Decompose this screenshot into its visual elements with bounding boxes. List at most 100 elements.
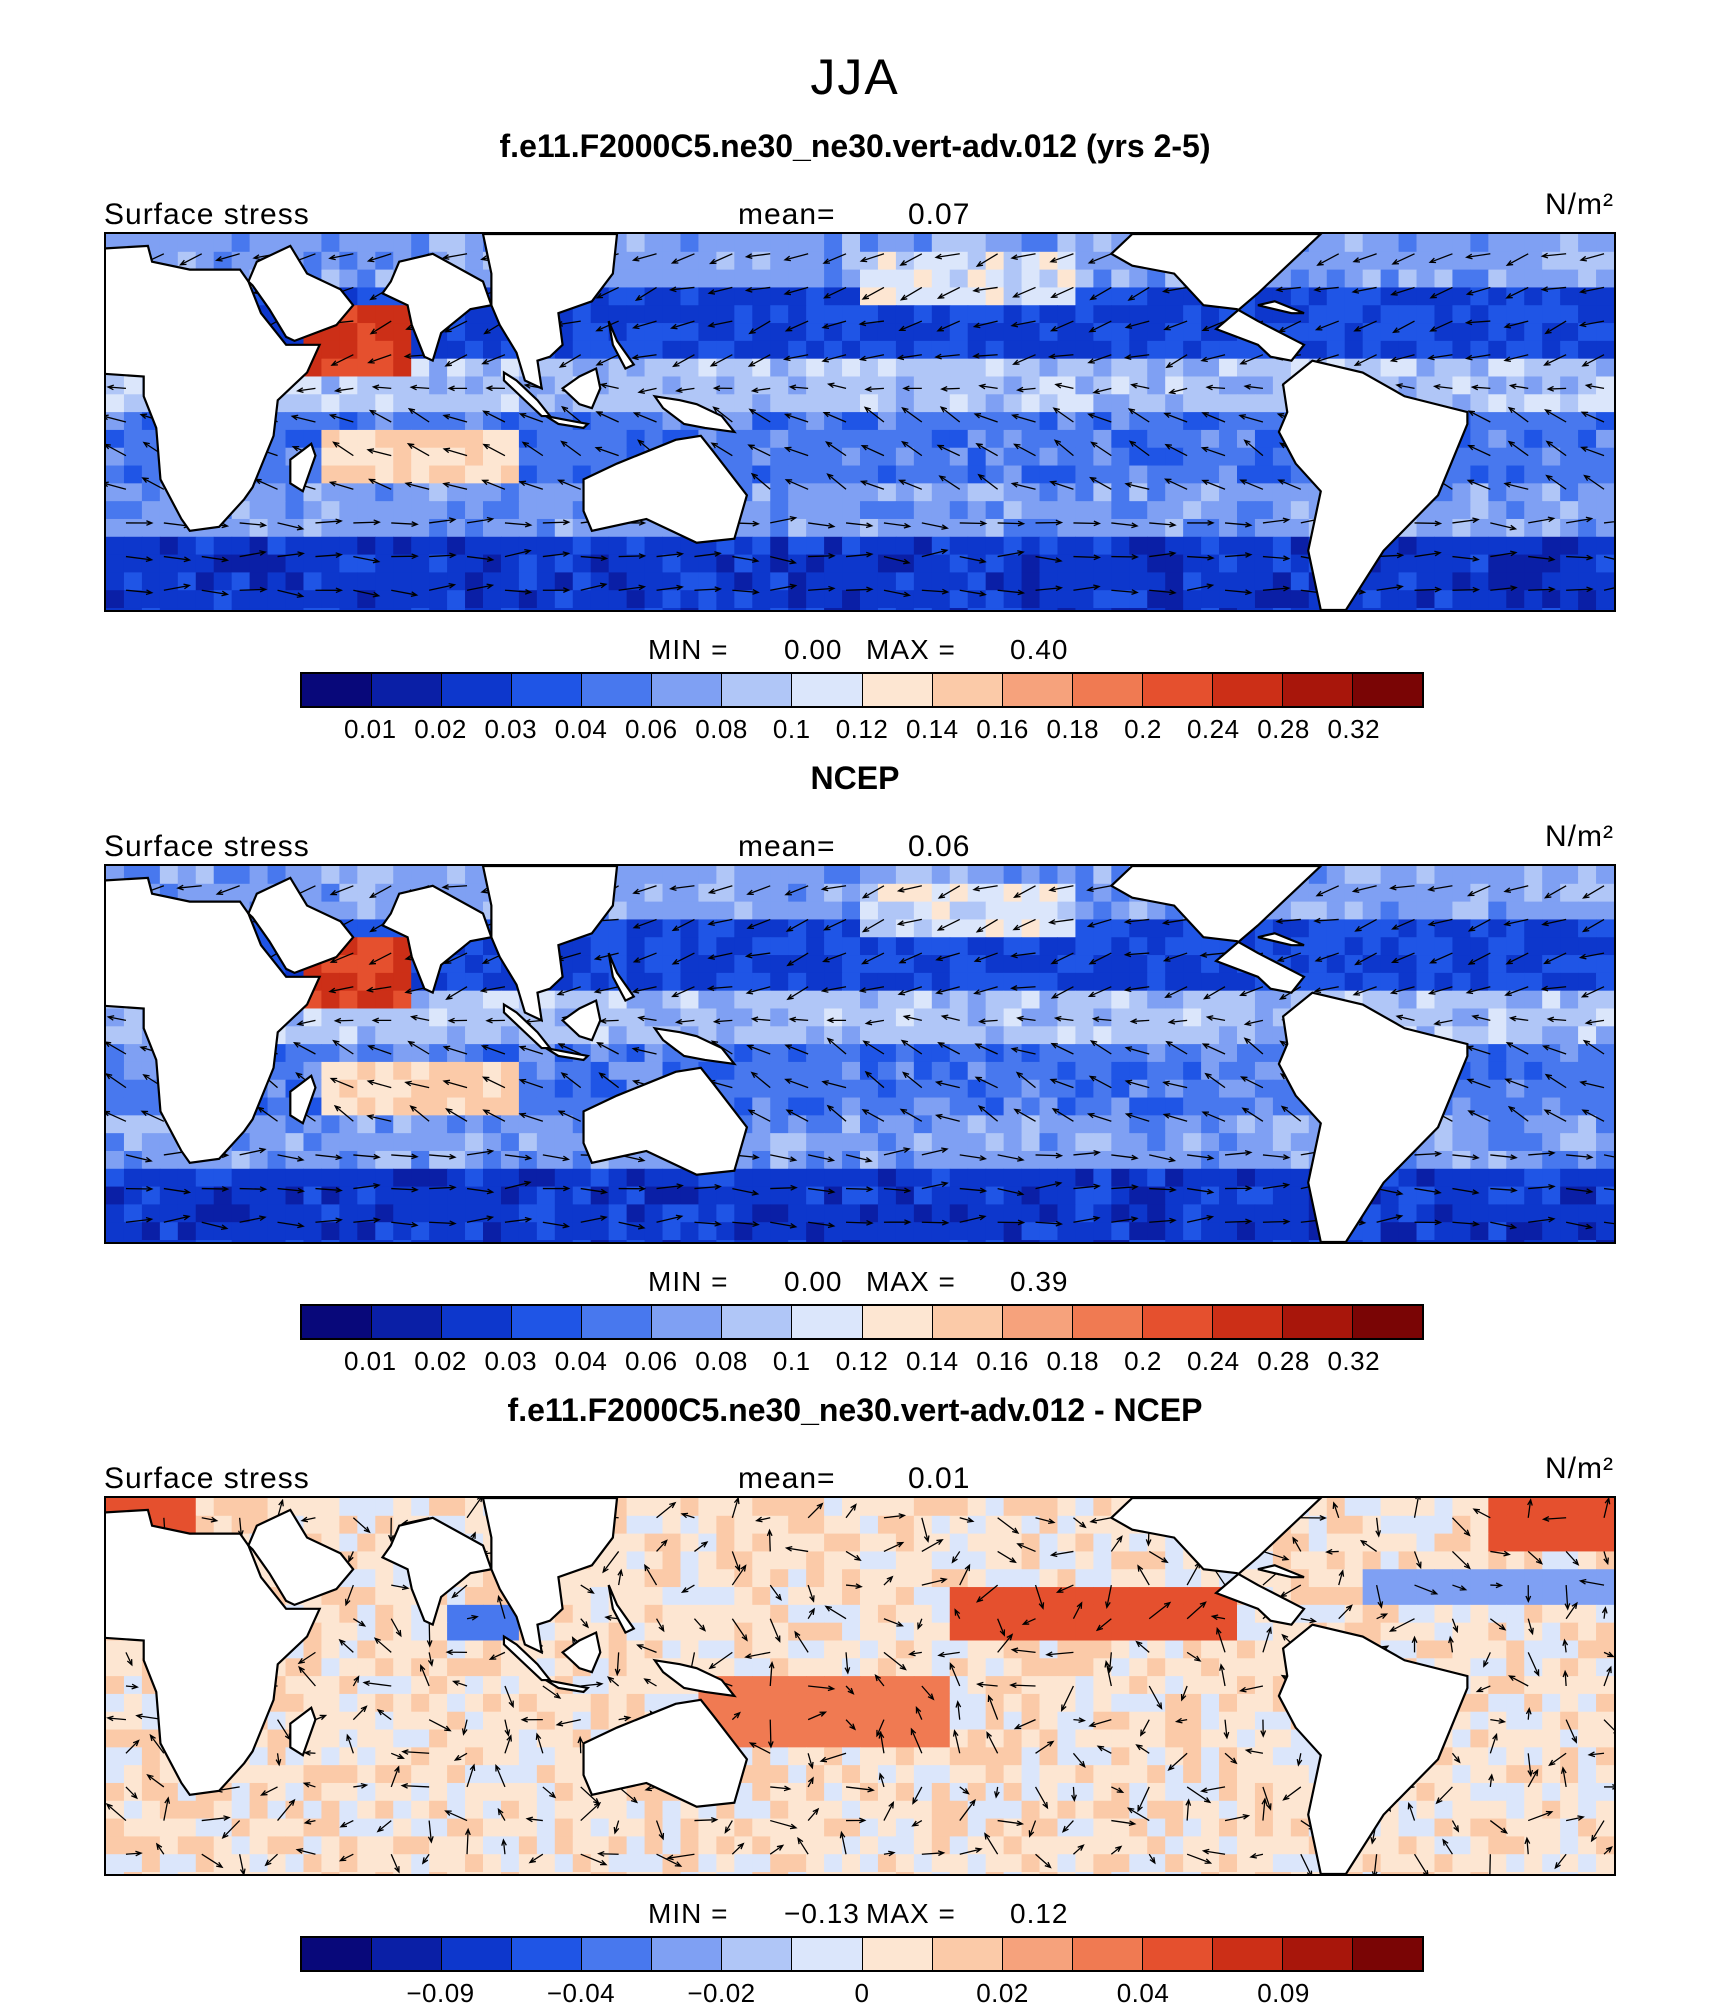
variable-label: Surface stress [104, 198, 310, 231]
mean-label: mean= [738, 1462, 836, 1495]
colorbar-swatch [1212, 1306, 1283, 1338]
land-india [380, 884, 493, 995]
land-borneo [560, 1630, 602, 1674]
colorbar-swatch [792, 674, 863, 706]
colorbar-tick: 0.08 [695, 1346, 748, 1376]
map-frame [104, 864, 1616, 1244]
colorbar-swatch [652, 674, 723, 706]
mean-label: mean= [738, 830, 836, 863]
land-cuba [1257, 932, 1305, 947]
land-seasia [481, 866, 619, 1023]
field-shading [106, 866, 1614, 1242]
colorbar-tick: −0.09 [406, 1978, 475, 2008]
colorbar-tick: 0.2 [1124, 714, 1162, 744]
panel-title: f.e11.F2000C5.ne30_ne30.vert-adv.012 - N… [507, 1392, 1203, 1428]
map-frame [104, 1496, 1616, 1876]
colorbar-tick: 0.04 [554, 714, 608, 744]
units-label: N/m² [1545, 1452, 1614, 1485]
land-seasia [481, 234, 619, 391]
colorbar-swatch [302, 1306, 373, 1338]
land-india [380, 252, 493, 363]
land-australia [582, 434, 749, 544]
min-value: 0.00 [784, 634, 843, 665]
colorbar-swatch [722, 1306, 793, 1338]
colorbar-swatch [792, 1306, 863, 1338]
colorbar-swatch [1002, 1938, 1073, 1970]
colorbar [300, 1304, 1424, 1340]
colorbar-swatch [582, 674, 653, 706]
colorbar-swatch [442, 674, 513, 706]
land-seasia [481, 1498, 619, 1655]
colorbar-tick: 0.04 [1116, 1978, 1170, 2008]
colorbar-swatch [1352, 674, 1422, 706]
colorbar-swatch [582, 1938, 653, 1970]
colorbar-tick: 0.18 [1046, 714, 1100, 744]
colorbar-tick: 0.24 [1186, 714, 1240, 744]
colorbar-tick: −0.04 [546, 1978, 616, 2008]
max-label: MAX = [866, 1898, 956, 1929]
colorbar-swatch [1002, 674, 1073, 706]
colorbar-swatch [652, 1306, 723, 1338]
colorbar-tick: 0.04 [554, 1346, 608, 1376]
max-value: 0.40 [1010, 634, 1069, 665]
max-label: MAX = [866, 1266, 956, 1297]
land-philippines [607, 952, 636, 1003]
colorbar-swatch [1212, 674, 1283, 706]
colorbar-swatch [1142, 1938, 1213, 1970]
land-java [545, 414, 591, 430]
land-java [545, 1046, 591, 1062]
mean-value: 0.06 [908, 830, 971, 863]
colorbar-tick: 0 [854, 1978, 870, 2008]
colorbar-swatch [372, 1938, 443, 1970]
land-africa [106, 244, 322, 533]
land-madagascar [289, 1073, 317, 1125]
colorbar-swatch [1072, 1306, 1143, 1338]
colorbar-swatch [652, 1938, 723, 1970]
land-masses [106, 234, 1469, 610]
land-samerica [1277, 1623, 1469, 1874]
colorbar-tick: 0.16 [976, 1346, 1029, 1376]
mean-value: 0.07 [908, 198, 971, 231]
colorbar-swatch [1072, 1938, 1143, 1970]
land-philippines [607, 1584, 636, 1635]
variable-label: Surface stress [104, 1462, 310, 1495]
max-value: 0.12 [1010, 1898, 1069, 1929]
colorbar-tick: 0.1 [772, 1346, 811, 1376]
colorbar-tick: 0.28 [1257, 714, 1310, 744]
land-samerica [1277, 991, 1469, 1242]
colorbar-swatch [932, 1938, 1003, 1970]
land-borneo [560, 998, 602, 1042]
colorbar-tick: 0.12 [835, 714, 889, 744]
land-masses [106, 866, 1469, 1242]
colorbar [300, 1936, 1424, 1972]
colorbar-tick: 0.02 [976, 1978, 1029, 2008]
land-camerica [1109, 1498, 1323, 1626]
land-masses [106, 1498, 1469, 1874]
colorbar-swatch [372, 1306, 443, 1338]
surface-stress-map [106, 866, 1614, 1242]
panel-title: f.e11.F2000C5.ne30_ne30.vert-adv.012 (yr… [499, 128, 1211, 164]
colorbar-swatch [862, 674, 933, 706]
land-cuba [1257, 1564, 1305, 1579]
land-newguinea [652, 394, 737, 434]
colorbar-swatch [1282, 1938, 1353, 1970]
colorbar-swatch [1072, 674, 1143, 706]
colorbar-tick: −0.02 [687, 1978, 756, 2008]
colorbar-swatch [1282, 674, 1353, 706]
colorbar-swatch [1002, 1306, 1073, 1338]
season-title: JJA [810, 49, 900, 105]
land-camerica [1109, 866, 1323, 994]
colorbar-swatch [1352, 1938, 1422, 1970]
mean-value: 0.01 [908, 1462, 971, 1495]
colorbar-swatch [512, 674, 583, 706]
land-india [380, 1516, 493, 1627]
colorbar-swatch [1352, 1306, 1422, 1338]
units-label: N/m² [1545, 188, 1614, 221]
colorbar-swatch [1282, 1306, 1353, 1338]
min-value: −0.13 [784, 1898, 860, 1929]
colorbar-tick: 0.1 [772, 714, 811, 744]
land-arabia [247, 244, 355, 343]
panel-title: NCEP [810, 760, 900, 796]
colorbar-swatch [442, 1306, 513, 1338]
land-philippines [607, 320, 636, 371]
